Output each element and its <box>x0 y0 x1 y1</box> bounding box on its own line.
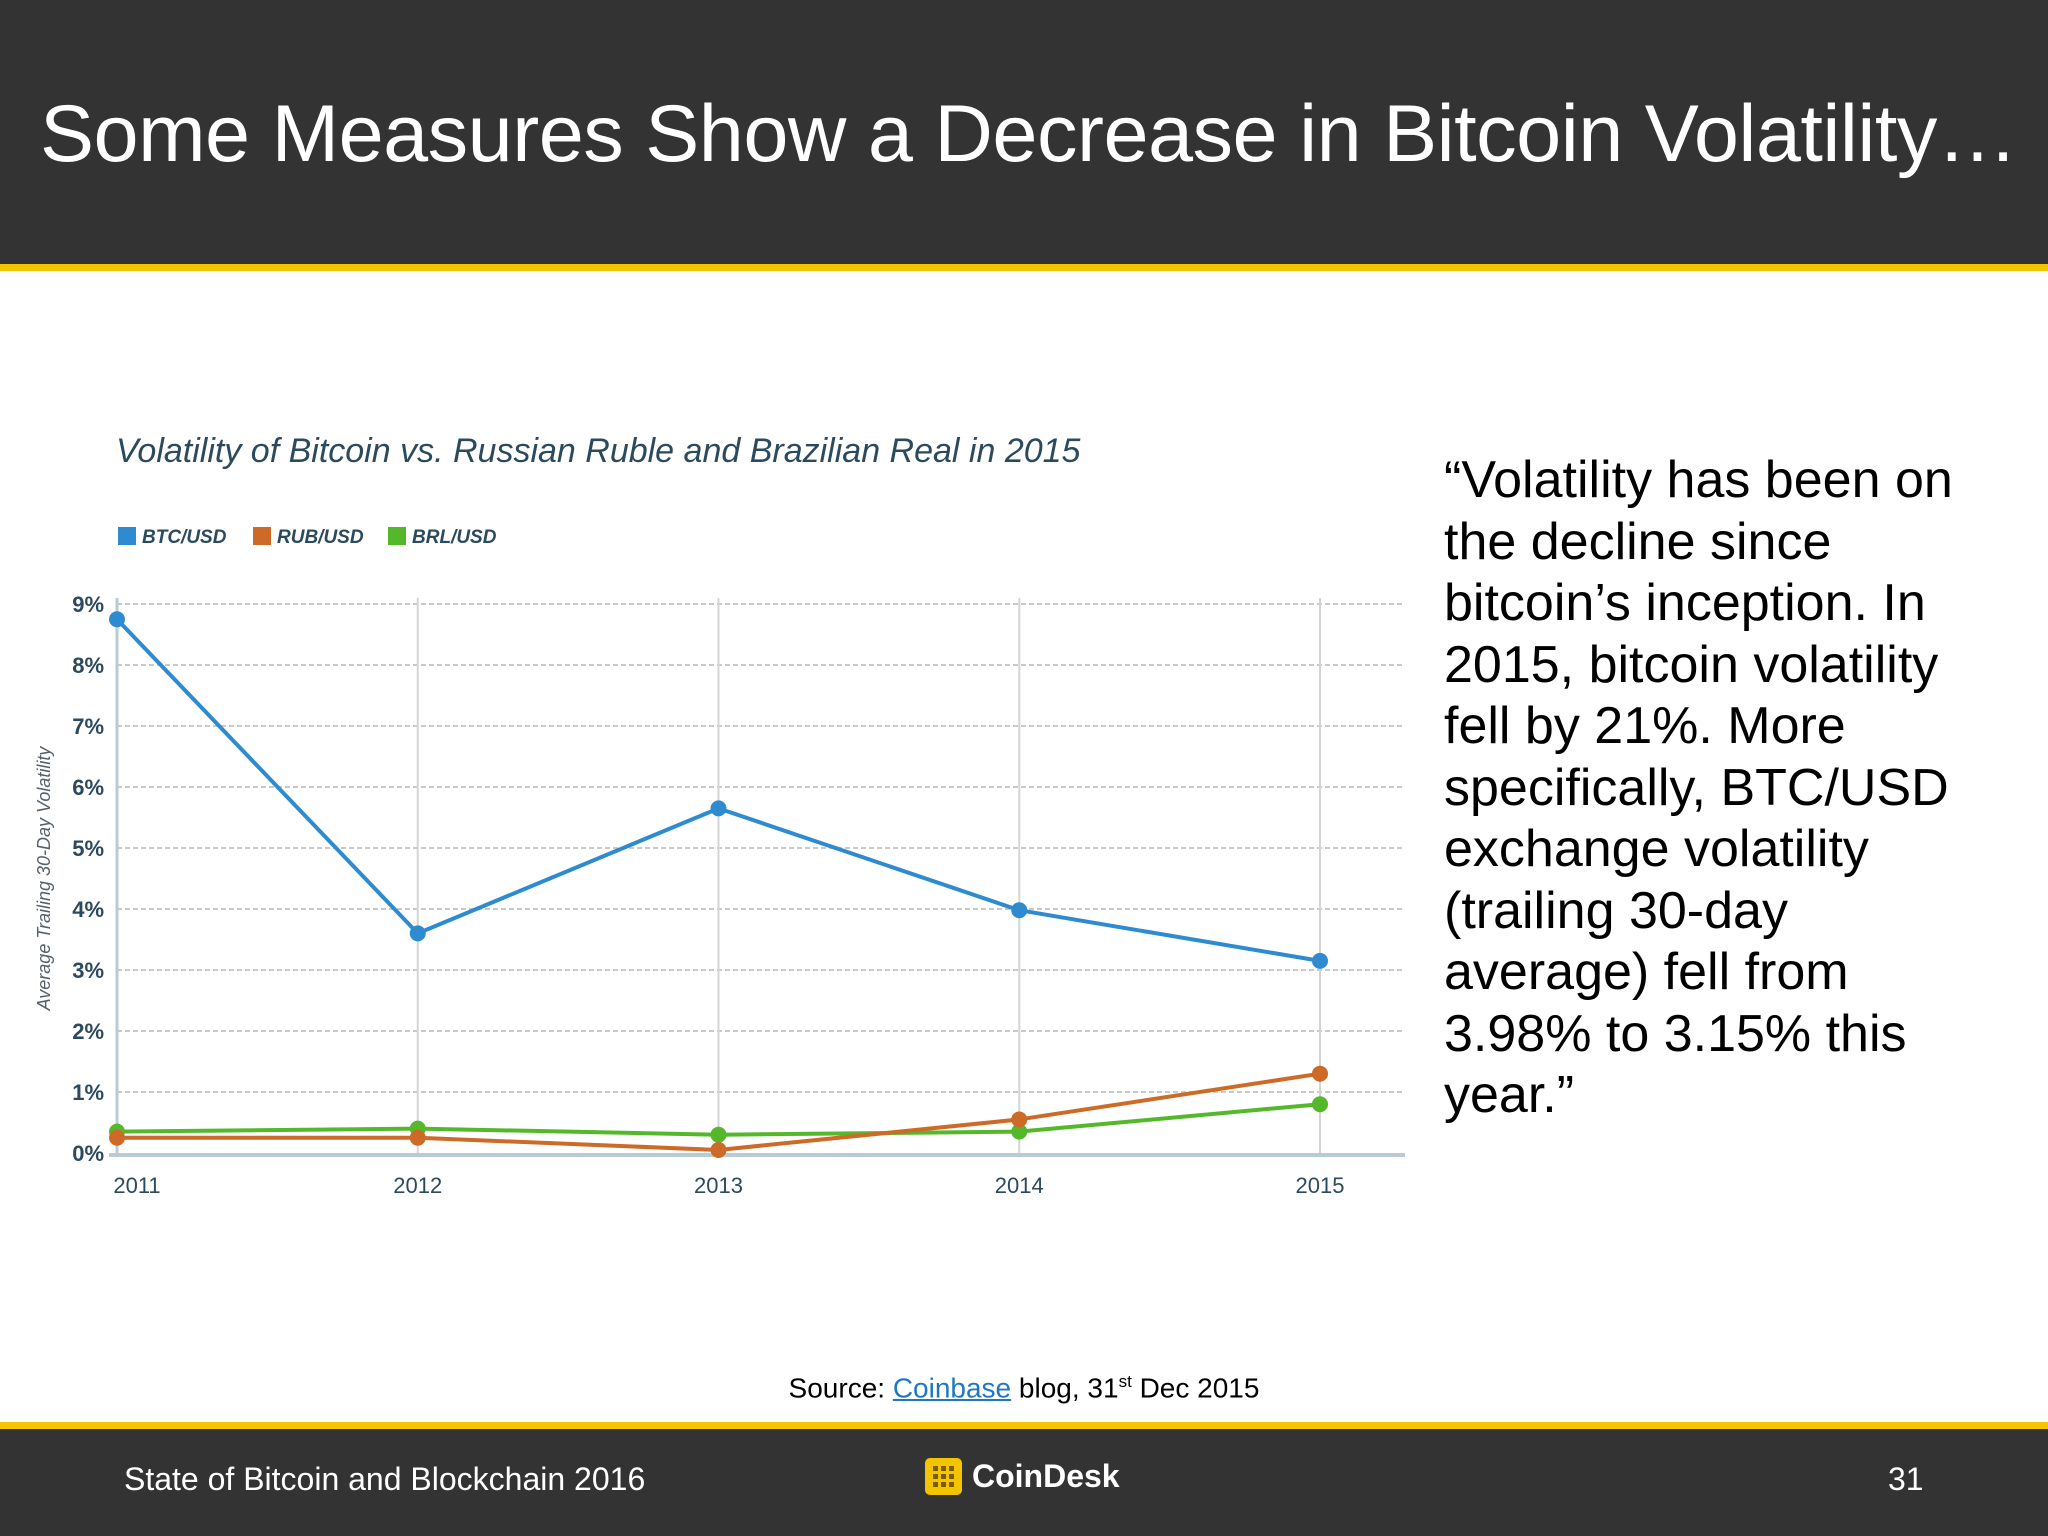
y-axis-label: Average Trailing 30-Day Volatility <box>34 746 54 1012</box>
volatility-chart: Volatility of Bitcoin vs. Russian Ruble … <box>20 415 1420 1215</box>
brand-name: CoinDesk <box>972 1458 1120 1494</box>
y-tick-label: 3% <box>72 958 104 983</box>
data-point-btc-usd <box>1312 952 1328 969</box>
y-tick-label: 9% <box>72 592 104 617</box>
source-citation: Source: Coinbase blog, 31st Dec 2015 <box>0 1372 2048 1404</box>
legend-label: BRL/USD <box>412 527 497 548</box>
data-point-rub-usd <box>1312 1065 1328 1082</box>
y-tick-label: 2% <box>72 1019 104 1044</box>
data-point-btc-usd <box>710 800 727 817</box>
chart-title: Volatility of Bitcoin vs. Russian Ruble … <box>116 432 1081 470</box>
x-tick-label: 2015 <box>1296 1173 1345 1198</box>
slide-header <box>0 0 2048 264</box>
legend-swatch-brl-usd <box>388 527 406 545</box>
data-point-rub-usd <box>1011 1111 1028 1128</box>
data-point-btc-usd <box>1011 902 1028 919</box>
source-middle: blog, 31 <box>1011 1372 1119 1404</box>
source-prefix: Source: <box>788 1372 893 1404</box>
source-superscript: st <box>1118 1372 1132 1391</box>
legend-swatch-btc-usd <box>118 527 136 545</box>
data-point-btc-usd <box>409 925 426 942</box>
slide-title: Some Measures Show a Decrease in Bitcoin… <box>40 89 2018 179</box>
data-point-brl-usd <box>1312 1096 1328 1113</box>
y-tick-label: 6% <box>72 775 104 800</box>
data-point-rub-usd <box>710 1141 727 1158</box>
header-accent-line <box>0 264 2048 271</box>
legend-swatch-rub-usd <box>253 527 271 545</box>
footer-text: State of Bitcoin and Blockchain 2016 <box>124 1461 646 1497</box>
legend-label: RUB/USD <box>277 527 364 548</box>
y-tick-label: 4% <box>72 897 104 922</box>
data-point-brl-usd <box>710 1126 727 1143</box>
page-number: 31 <box>1888 1461 1924 1497</box>
y-tick-label: 5% <box>72 836 104 861</box>
x-tick-label: 2012 <box>393 1173 442 1198</box>
data-point-btc-usd <box>109 611 125 628</box>
x-tick-label: 2014 <box>995 1173 1044 1198</box>
source-link[interactable]: Coinbase <box>892 1372 1012 1404</box>
chart-svg: Volatility of Bitcoin vs. Russian Ruble … <box>34 432 1405 1198</box>
source-suffix: Dec 2015 <box>1131 1372 1260 1404</box>
y-tick-label: 1% <box>72 1080 104 1105</box>
y-tick-label: 7% <box>72 714 104 739</box>
quote-text: “Volatility has been on the decline sinc… <box>1444 451 1953 1124</box>
data-point-rub-usd <box>109 1129 125 1146</box>
data-point-rub-usd <box>409 1129 426 1146</box>
footer-accent-line <box>0 1422 2048 1429</box>
y-tick-label: 8% <box>72 653 104 678</box>
y-tick-label: 0% <box>72 1141 104 1166</box>
coindesk-logo-icon <box>925 1458 962 1495</box>
legend-label: BTC/USD <box>142 527 227 548</box>
x-tick-label: 2011 <box>113 1173 160 1198</box>
slide-footer <box>0 1429 2048 1536</box>
x-tick-label: 2013 <box>694 1173 743 1198</box>
data-point-brl-usd <box>1011 1123 1028 1140</box>
